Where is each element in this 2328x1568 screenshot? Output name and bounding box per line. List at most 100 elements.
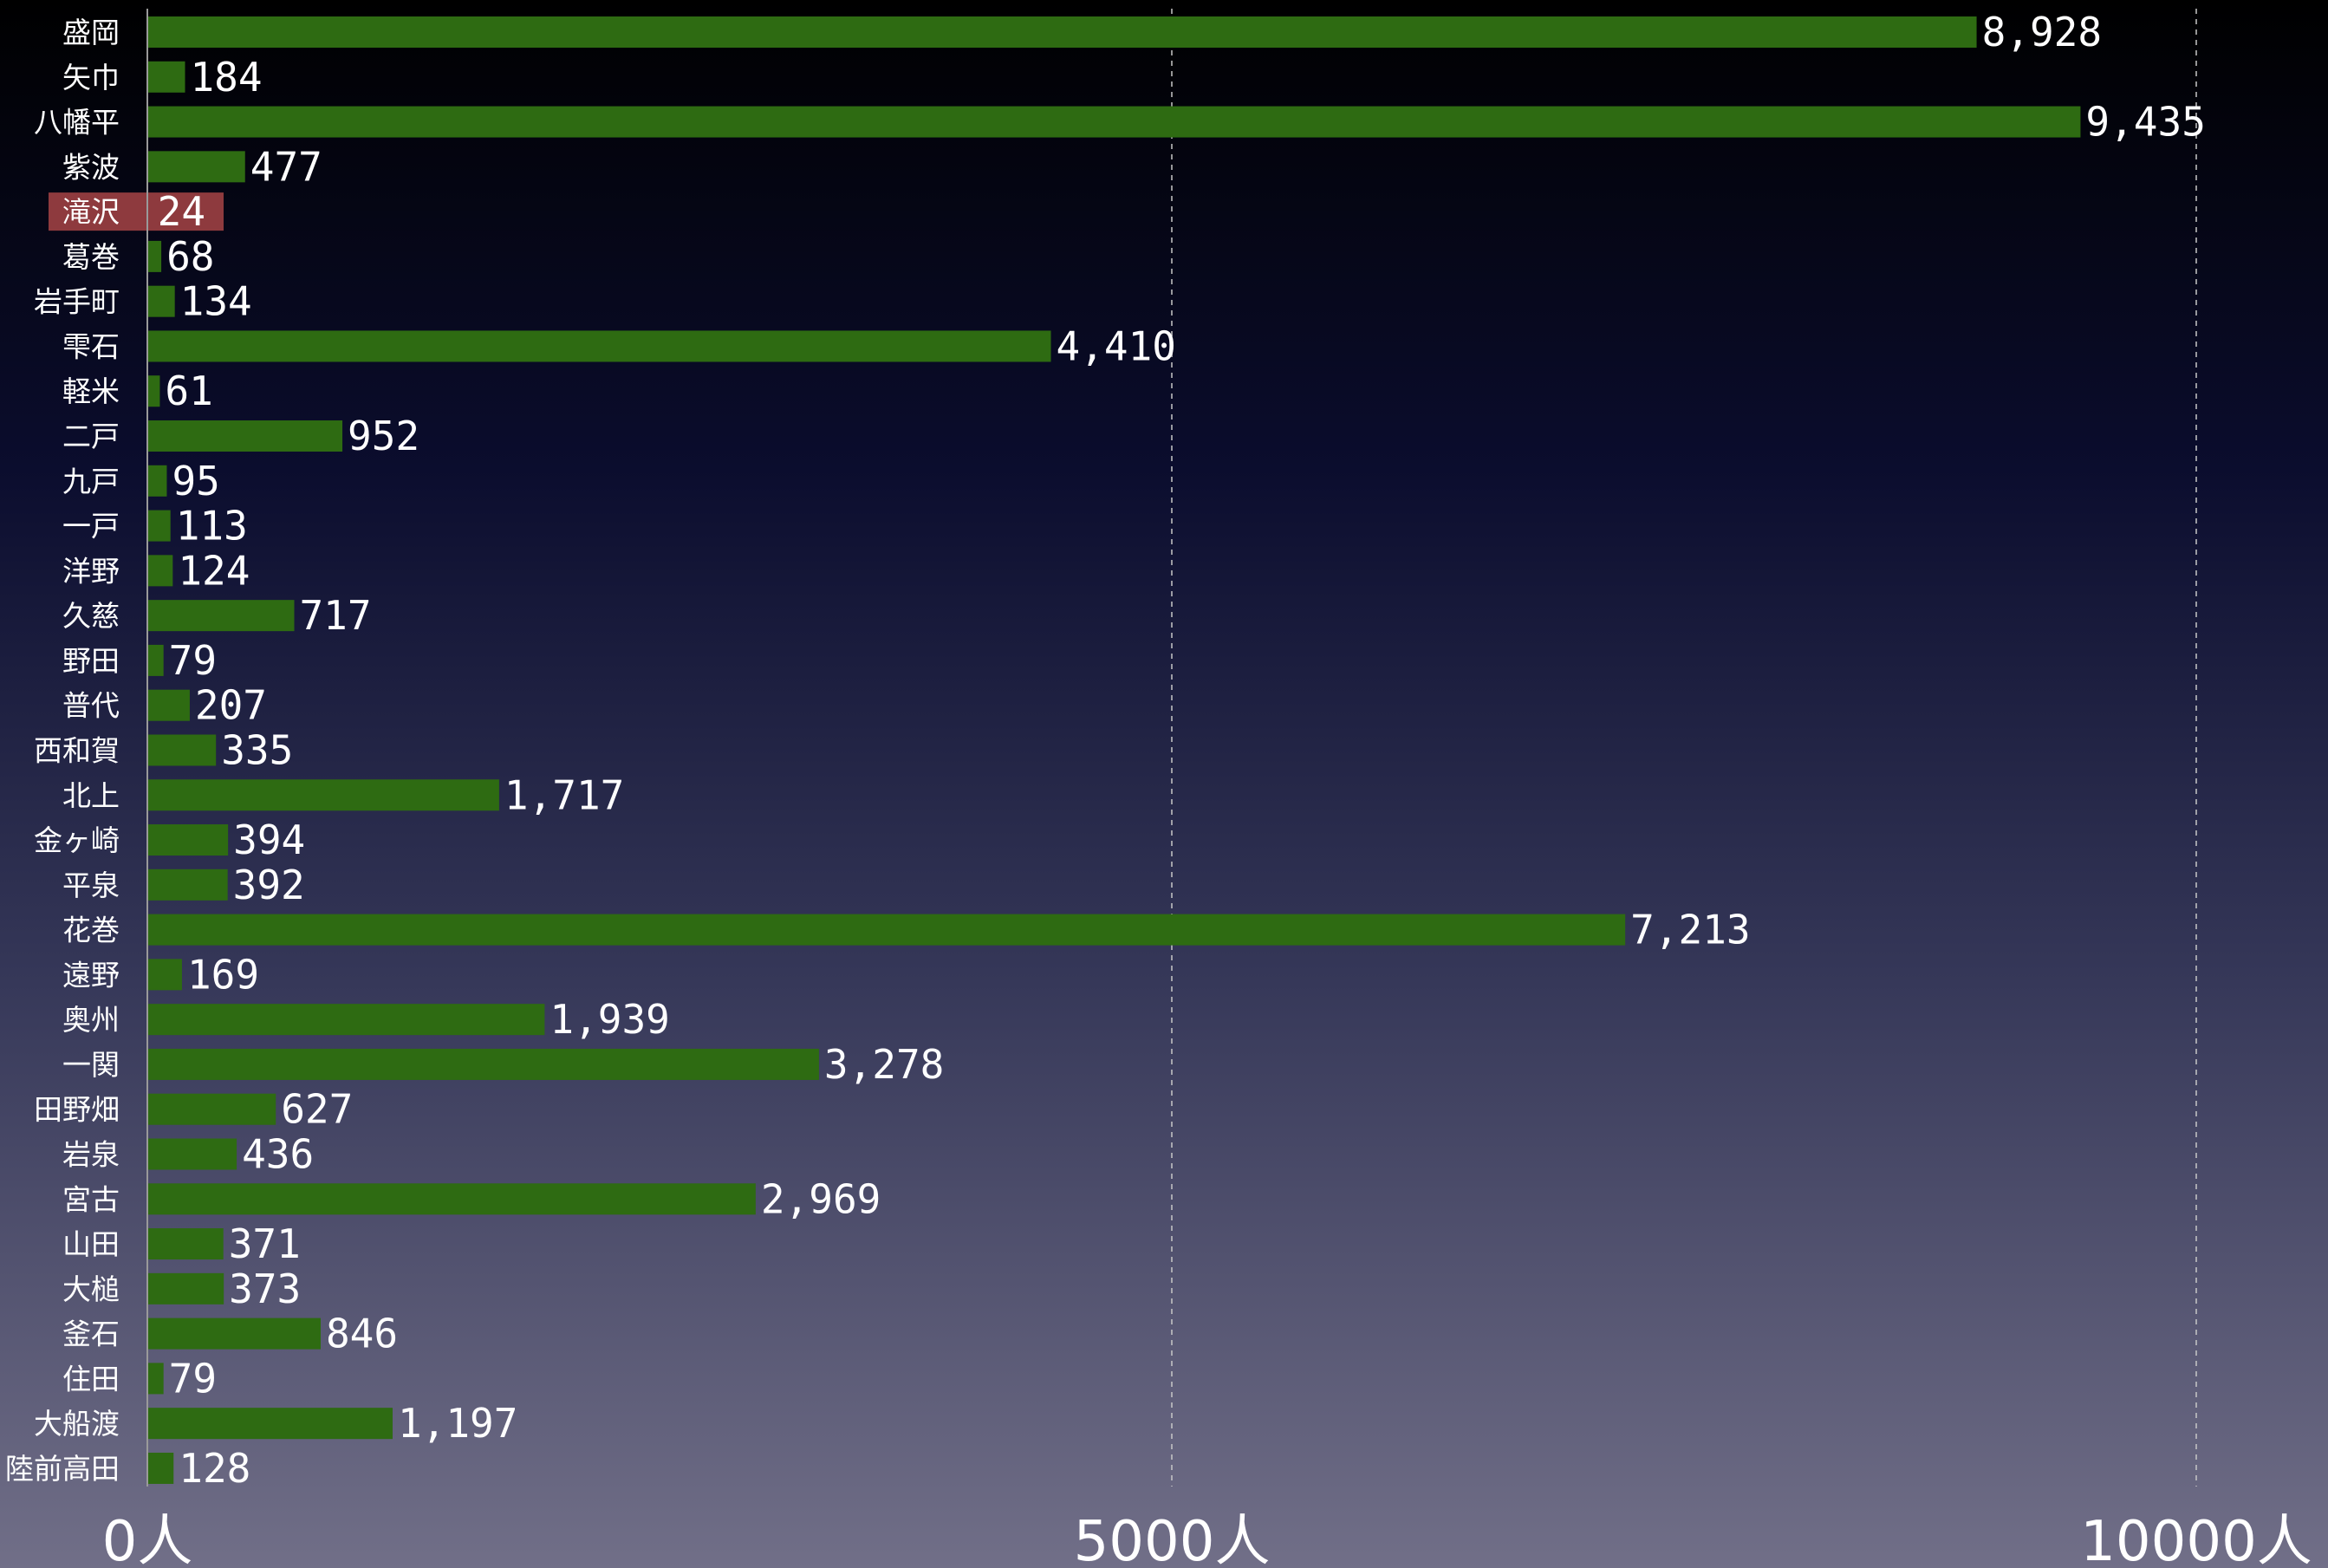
bar xyxy=(147,1093,276,1125)
bar xyxy=(147,1363,164,1395)
category-label: 釜石 xyxy=(62,1318,120,1351)
bar xyxy=(147,600,295,632)
value-label: 124 xyxy=(178,547,250,594)
bar xyxy=(147,734,217,766)
category-label: 奥州 xyxy=(62,1003,120,1037)
category-label: 西和賀 xyxy=(34,733,120,767)
category-label: 普代 xyxy=(62,689,120,723)
bar xyxy=(147,779,499,811)
axis-layer: 0人 5000人 10000人 xyxy=(102,9,2312,1568)
bar xyxy=(147,510,171,542)
bar xyxy=(147,1452,174,1484)
category-label: 岩手町 xyxy=(34,285,120,319)
value-label: 335 xyxy=(221,726,293,773)
bar xyxy=(147,196,153,228)
bar xyxy=(147,465,167,497)
x-tick-label: 10000人 xyxy=(2080,1510,2312,1568)
value-label: 61 xyxy=(165,368,212,414)
value-label: 2,969 xyxy=(761,1175,881,1222)
bar xyxy=(147,1183,756,1215)
category-label: 洋野 xyxy=(62,554,120,588)
label-layer: 盛岡 8,928 矢巾 184 八幡平 9,435 紫波 477 滝沢 24 葛巻 68 岩手町 134 雫… xyxy=(5,9,2206,1492)
bar xyxy=(147,1318,321,1350)
value-label: 952 xyxy=(348,413,419,459)
bar xyxy=(147,330,1051,362)
value-label: 95 xyxy=(172,458,219,504)
bar xyxy=(147,16,1977,48)
value-label: 7,213 xyxy=(1630,907,1750,953)
value-label: 134 xyxy=(180,278,252,325)
value-label: 207 xyxy=(195,682,267,729)
category-label: 紫波 xyxy=(62,150,120,184)
value-label: 371 xyxy=(229,1220,301,1267)
bar xyxy=(147,61,185,93)
value-label: 79 xyxy=(169,637,217,684)
bar xyxy=(147,1228,224,1260)
category-label: 花巻 xyxy=(62,914,120,947)
category-label: 二戸 xyxy=(62,420,120,453)
value-label: 9,435 xyxy=(2085,99,2205,146)
category-label: 滝沢 xyxy=(62,195,120,229)
bar xyxy=(147,959,182,991)
value-label: 477 xyxy=(250,143,322,190)
value-label: 436 xyxy=(242,1131,314,1178)
category-label: 田野畑 xyxy=(34,1093,120,1127)
bar xyxy=(147,555,173,587)
bar-layer xyxy=(49,16,2081,1484)
value-label: 627 xyxy=(281,1086,353,1133)
category-label: 雫石 xyxy=(62,329,120,363)
value-label: 394 xyxy=(233,817,305,863)
grid-layer xyxy=(1171,9,2197,1487)
value-label: 846 xyxy=(326,1311,398,1357)
value-label: 169 xyxy=(187,951,259,998)
bar xyxy=(147,824,229,856)
value-label: 128 xyxy=(179,1445,250,1492)
highlight-box xyxy=(49,192,224,231)
value-label: 3,278 xyxy=(824,1041,944,1088)
category-label: 野田 xyxy=(62,644,120,678)
category-label: 陸前高田 xyxy=(5,1452,120,1486)
bar xyxy=(147,914,1626,946)
bar xyxy=(147,1408,393,1440)
category-label: 岩泉 xyxy=(62,1138,120,1172)
bar xyxy=(147,375,160,407)
bar xyxy=(147,240,162,272)
category-label: 住田 xyxy=(62,1362,120,1396)
value-label: 79 xyxy=(169,1355,217,1402)
value-label: 392 xyxy=(233,862,305,908)
category-label: 一戸 xyxy=(62,510,120,543)
category-label: 山田 xyxy=(62,1227,120,1261)
category-label: 盛岡 xyxy=(62,16,120,49)
category-label: 九戸 xyxy=(62,465,120,498)
bar xyxy=(147,689,190,721)
bar xyxy=(147,1138,237,1170)
value-label: 1,939 xyxy=(549,996,669,1043)
category-label: 軽米 xyxy=(62,374,120,408)
bar xyxy=(147,869,228,901)
value-label: 113 xyxy=(176,503,248,550)
value-label: 4,410 xyxy=(1057,322,1176,369)
category-label: 平泉 xyxy=(62,869,120,902)
x-tick-label: 0人 xyxy=(102,1510,193,1568)
bar xyxy=(147,285,175,317)
value-label: 1,197 xyxy=(398,1400,517,1447)
value-label: 8,928 xyxy=(1982,9,2102,55)
bar xyxy=(147,644,164,676)
category-label: 久慈 xyxy=(62,599,120,633)
category-label: 一関 xyxy=(62,1048,120,1082)
value-label: 68 xyxy=(166,233,214,280)
bar xyxy=(147,1048,819,1080)
bar xyxy=(147,1004,545,1036)
value-label: 184 xyxy=(190,54,262,101)
category-label: 矢巾 xyxy=(62,61,120,94)
bar xyxy=(147,1272,224,1304)
category-label: 大船渡 xyxy=(34,1407,120,1441)
category-label: 遠野 xyxy=(62,958,120,992)
category-label: 北上 xyxy=(62,778,120,812)
value-label: 373 xyxy=(229,1265,301,1312)
value-label: 1,717 xyxy=(504,771,624,818)
category-label: 大槌 xyxy=(62,1272,120,1306)
category-label: 八幡平 xyxy=(34,106,120,140)
